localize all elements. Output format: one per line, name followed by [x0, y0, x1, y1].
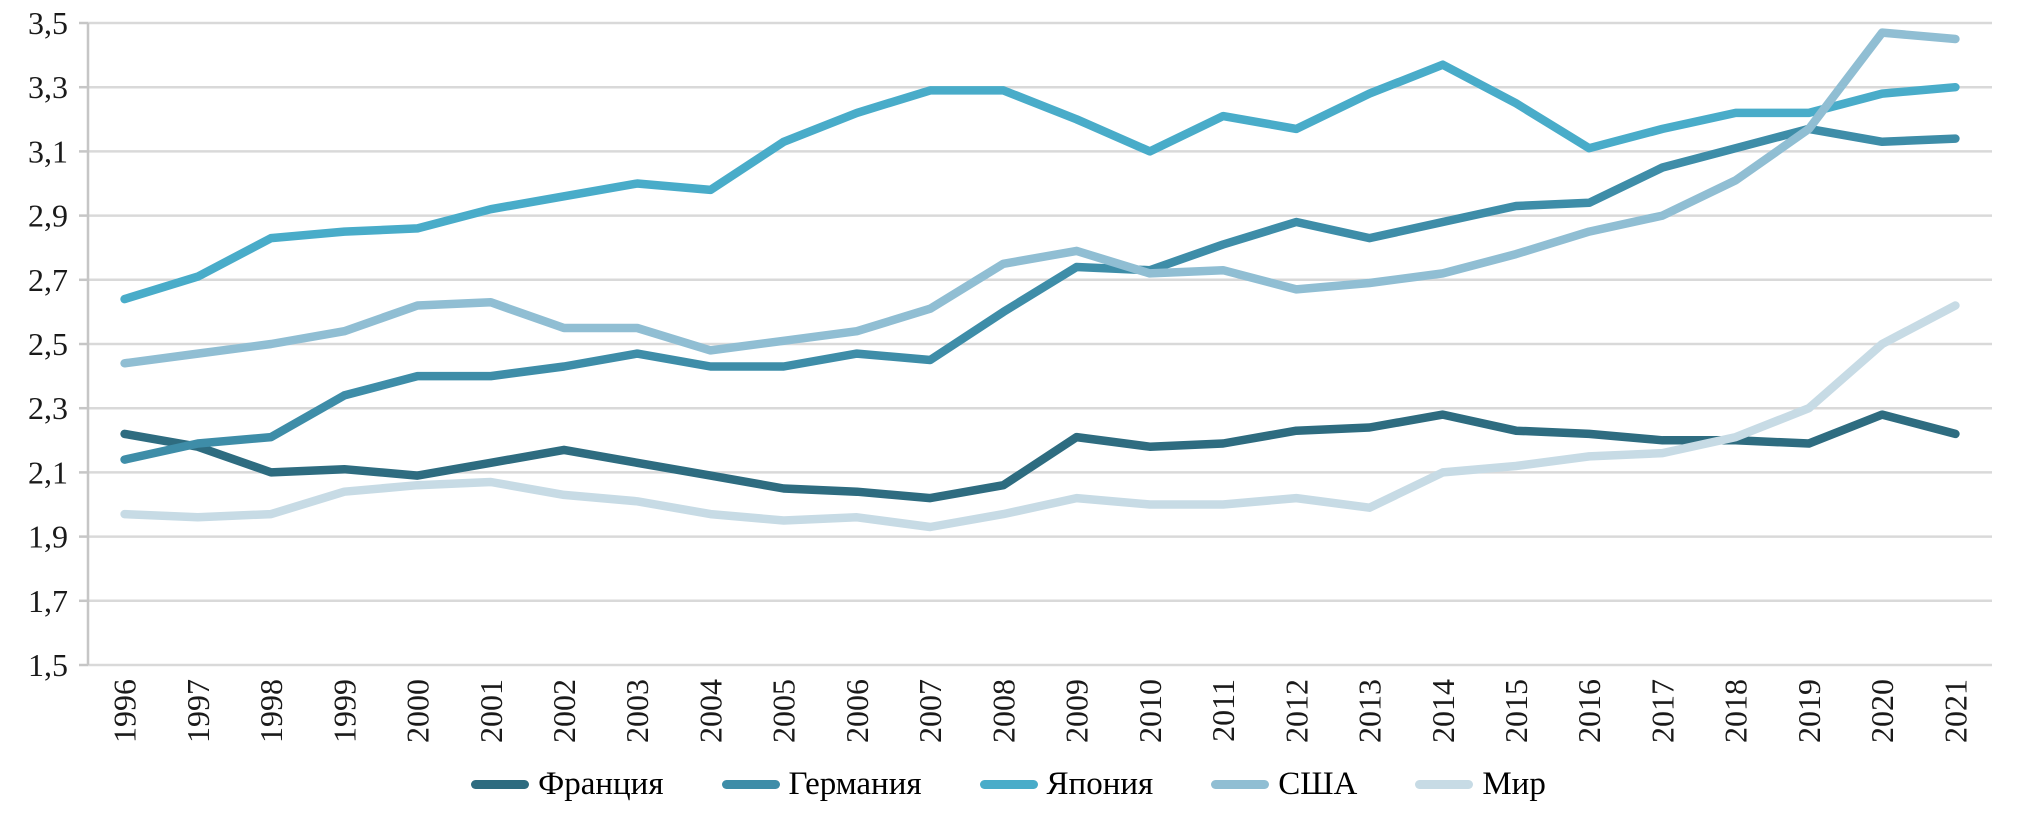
y-tick-label: 2,5 — [28, 326, 68, 362]
x-tick-label: 2019 — [1791, 679, 1827, 743]
x-tick-label: 2012 — [1278, 679, 1314, 743]
y-tick-label: 2,1 — [28, 454, 68, 490]
legend-swatch — [979, 780, 1038, 789]
y-tick-label: 2,7 — [28, 262, 68, 298]
legend-label: США — [1278, 766, 1358, 802]
legend-item-Мир: Мир — [1415, 768, 1546, 801]
x-tick-label: 2007 — [912, 679, 948, 743]
legend-label: Япония — [1046, 766, 1154, 802]
x-tick-label: 2014 — [1425, 679, 1461, 743]
legend-item-Франция: Франция — [471, 766, 664, 802]
x-tick-label: 2000 — [400, 679, 436, 743]
x-tick-label: 2002 — [546, 679, 582, 743]
legend-label: Германия — [788, 766, 922, 802]
x-tick-label: 2018 — [1718, 679, 1754, 743]
series-line-Германия — [120, 124, 1960, 464]
x-tick-label: 2016 — [1571, 679, 1607, 743]
series-line-Мир — [120, 301, 1960, 532]
x-tick-label: 2006 — [839, 679, 875, 743]
x-tick-label: 1998 — [253, 679, 289, 743]
x-tick-label: 1997 — [180, 679, 216, 743]
x-tick-label: 2004 — [692, 679, 728, 743]
y-tick-label: 1,7 — [28, 583, 68, 619]
x-tick-label: 2020 — [1864, 679, 1900, 743]
legend: Франция Германия Япония США Мир — [0, 768, 2017, 801]
x-tick-label: 2001 — [473, 679, 509, 743]
x-tick-label: 2008 — [985, 679, 1021, 743]
legend-label: Франция — [538, 766, 664, 802]
x-tick-label: 2017 — [1644, 679, 1680, 743]
x-tick-label: 2021 — [1937, 679, 1973, 743]
series-line-США — [120, 28, 1960, 368]
y-tick-label: 1,9 — [28, 519, 68, 555]
legend-item-Германия: Германия — [721, 766, 922, 802]
x-tick-label: 2011 — [1205, 679, 1241, 742]
legend-label: Мир — [1482, 766, 1546, 802]
x-tick-label: 2009 — [1059, 679, 1095, 743]
x-tick-label: 1999 — [326, 679, 362, 743]
legend-swatch — [1211, 780, 1270, 789]
legend-item-Япония: Япония — [979, 766, 1154, 802]
legend-swatch — [721, 780, 780, 789]
x-tick-label: 2010 — [1132, 679, 1168, 743]
legend-swatch — [471, 780, 530, 789]
y-tick-label: 2,3 — [28, 390, 68, 426]
x-tick-label: 2005 — [766, 679, 802, 743]
series-line-Франция — [120, 410, 1960, 503]
y-tick-label: 2,9 — [28, 198, 68, 234]
legend-item-США: США — [1211, 768, 1357, 801]
series-line-Япония — [120, 60, 1960, 304]
y-tick-label: 3,1 — [28, 133, 68, 169]
x-tick-label: 2015 — [1498, 679, 1534, 743]
y-tick-label: 3,5 — [28, 5, 68, 41]
y-tick-label: 3,3 — [28, 69, 68, 105]
x-tick-label: 1996 — [107, 679, 143, 743]
y-tick-label: 1,5 — [28, 647, 68, 683]
x-tick-label: 2003 — [619, 679, 655, 743]
x-tick-label: 2013 — [1352, 679, 1388, 743]
plot-svg: 3,5 3,3 3,1 2,9 2,7 2,5 2,3 2,1 1,9 1,7 1,5 1996 199… — [28, 5, 1992, 743]
legend-swatch — [1415, 780, 1474, 789]
